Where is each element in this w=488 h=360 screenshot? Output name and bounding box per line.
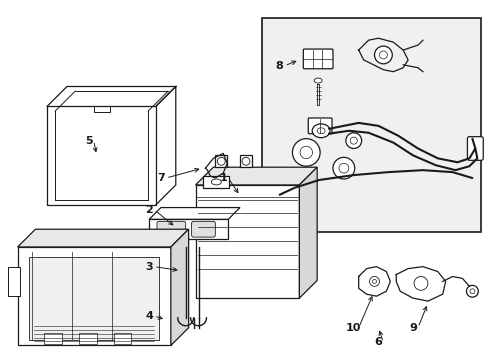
Bar	[149, 219, 228, 239]
Circle shape	[292, 139, 320, 166]
Polygon shape	[299, 167, 317, 298]
Bar	[18, 247, 170, 345]
FancyBboxPatch shape	[467, 137, 482, 160]
Ellipse shape	[211, 179, 221, 185]
Text: 10: 10	[346, 323, 361, 333]
Bar	[79, 333, 97, 345]
Text: 9: 9	[408, 323, 416, 333]
Ellipse shape	[379, 51, 386, 59]
Ellipse shape	[374, 46, 391, 64]
FancyBboxPatch shape	[191, 221, 215, 237]
Circle shape	[338, 163, 348, 173]
FancyBboxPatch shape	[157, 221, 185, 237]
Bar	[8, 267, 20, 296]
Bar	[195, 185, 299, 298]
Circle shape	[242, 157, 249, 165]
Bar	[261, 18, 480, 232]
Polygon shape	[149, 208, 240, 219]
Circle shape	[332, 157, 354, 179]
Text: 3: 3	[145, 262, 153, 272]
Ellipse shape	[276, 194, 282, 199]
Bar	[240, 156, 251, 167]
Ellipse shape	[469, 289, 474, 294]
Polygon shape	[195, 167, 317, 185]
Circle shape	[349, 137, 357, 144]
Circle shape	[217, 157, 225, 165]
Text: 7: 7	[157, 173, 164, 183]
Text: 1: 1	[219, 173, 226, 183]
Ellipse shape	[369, 276, 379, 286]
Polygon shape	[18, 229, 188, 247]
Bar	[29, 257, 159, 341]
Text: 8: 8	[275, 61, 283, 71]
Text: 6: 6	[374, 337, 382, 347]
Text: 2: 2	[145, 204, 153, 215]
Ellipse shape	[314, 78, 322, 83]
Text: 5: 5	[85, 136, 92, 145]
Bar	[203, 176, 229, 188]
Bar	[44, 333, 62, 345]
Bar	[215, 156, 227, 167]
Ellipse shape	[413, 276, 427, 290]
Ellipse shape	[311, 124, 329, 138]
Ellipse shape	[372, 279, 376, 283]
FancyBboxPatch shape	[307, 118, 331, 134]
Polygon shape	[170, 229, 188, 345]
FancyBboxPatch shape	[303, 49, 332, 69]
Ellipse shape	[272, 191, 286, 203]
Text: 4: 4	[145, 311, 153, 321]
Circle shape	[345, 133, 361, 148]
Ellipse shape	[317, 128, 325, 134]
Bar	[113, 333, 131, 345]
Circle shape	[300, 146, 312, 159]
Ellipse shape	[466, 285, 477, 297]
